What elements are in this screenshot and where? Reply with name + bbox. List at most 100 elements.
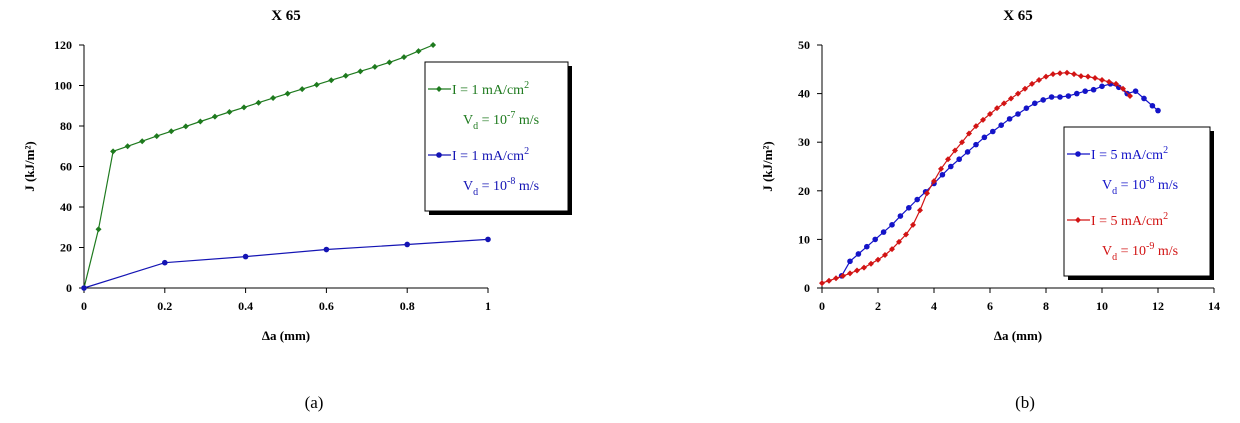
data-point <box>1155 107 1161 114</box>
data-point <box>948 163 954 170</box>
data-point <box>1092 75 1098 82</box>
series-line <box>83 44 434 289</box>
data-point <box>990 128 996 135</box>
legend-label-current: I = 1 mA/cm2 <box>452 80 529 98</box>
legend-velocity-main: V <box>1102 178 1112 193</box>
data-point <box>903 231 909 238</box>
data-point <box>938 165 944 172</box>
data-point <box>889 222 895 228</box>
data-point <box>872 236 878 243</box>
legend-velocity-tail: m/s <box>1154 178 1178 193</box>
data-point <box>914 196 920 203</box>
data-point <box>386 59 393 66</box>
legend-velocity-mid: = 10 <box>478 179 507 194</box>
data-point <box>1043 73 1049 80</box>
data-point <box>931 178 937 185</box>
data-point <box>1022 85 1028 92</box>
data-point <box>897 213 904 219</box>
x-tick-label: 8 <box>1043 299 1049 313</box>
legend-label-current: I = 5 mA/cm2 <box>1091 211 1168 229</box>
data-point <box>1015 90 1021 97</box>
data-point <box>868 260 874 267</box>
x-tick-label: 12 <box>1152 299 1164 313</box>
data-point <box>994 105 1000 112</box>
legend-velocity-tail: m/s <box>515 113 539 128</box>
data-point <box>110 148 117 155</box>
x-tick-label: 14 <box>1208 299 1220 313</box>
legend-velocity-mid: = 10 <box>478 113 507 128</box>
data-point <box>284 90 291 97</box>
data-point <box>1132 88 1139 94</box>
legend-current-sup: 2 <box>1163 145 1168 156</box>
data-point <box>1078 73 1084 80</box>
legend-label-velocity: Vd = 10-8 m/s <box>463 176 539 198</box>
y-tick-label: 30 <box>798 135 810 149</box>
data-point <box>847 270 853 277</box>
data-point <box>357 68 364 75</box>
x-tick-label: 4 <box>931 299 937 313</box>
data-point <box>924 190 930 197</box>
chart-title: X 65 <box>271 8 301 24</box>
data-point <box>1106 78 1112 85</box>
data-point <box>139 138 146 145</box>
data-point <box>1006 116 1013 122</box>
data-point <box>1048 94 1055 100</box>
data-point <box>819 280 825 287</box>
data-point <box>998 122 1004 128</box>
series-1 <box>819 69 1133 287</box>
data-point <box>861 264 867 271</box>
data-point <box>81 285 87 291</box>
data-point <box>875 256 881 263</box>
data-point <box>880 229 887 235</box>
data-point <box>162 259 168 266</box>
data-point <box>1057 70 1063 77</box>
legend-velocity-sub: d <box>1112 186 1117 197</box>
data-point <box>153 133 160 140</box>
data-point <box>973 141 979 148</box>
legend-velocity-sub: d <box>1112 252 1117 263</box>
data-point <box>906 205 912 211</box>
legend-box <box>424 61 569 212</box>
data-point <box>1120 85 1126 92</box>
data-point <box>854 267 860 274</box>
y-tick-label: 40 <box>60 200 72 214</box>
y-axis-label: J (kJ/m²) <box>760 141 775 191</box>
x-axis-label: Δa (mm) <box>262 328 310 343</box>
y-tick-label: 10 <box>798 232 810 246</box>
y-tick-label: 60 <box>60 160 72 174</box>
data-point <box>917 207 923 214</box>
data-point <box>1064 69 1070 76</box>
data-point <box>197 118 204 125</box>
data-point <box>1057 94 1063 100</box>
y-tick-label: 120 <box>54 38 72 52</box>
data-point <box>833 275 839 282</box>
legend-swatch-marker <box>436 152 442 158</box>
data-point <box>980 116 986 123</box>
legend-velocity-sub: d <box>473 121 478 132</box>
data-point <box>1127 93 1133 100</box>
data-point <box>400 54 407 61</box>
data-point <box>987 111 993 118</box>
data-point <box>1036 76 1042 83</box>
data-point <box>1032 100 1038 107</box>
x-tick-label: 6 <box>987 299 993 313</box>
chart-panel-0: X 65 0 20 40 60 80 100 120 0 0.2 0.4 0.6 0.8 1 Δa (mm)… <box>22 8 572 412</box>
legend-velocity-sub: d <box>473 187 478 198</box>
data-point <box>404 241 411 248</box>
chart-panel-1: X 65 0 10 20 30 40 50 0 2 4 6 8 10 12 14 Δa (mm) J (kJ/m… <box>760 8 1220 412</box>
legend-velocity-sup: -7 <box>507 110 515 121</box>
series-line <box>83 238 489 289</box>
x-axis-label: Δa (mm) <box>994 328 1042 343</box>
x-tick-label: 0.8 <box>400 299 415 313</box>
y-tick-label: 20 <box>798 184 810 198</box>
legend-velocity-sup: -8 <box>507 176 515 187</box>
data-point <box>313 81 320 88</box>
legend-label-velocity: Vd = 10-8 m/s <box>1102 175 1178 197</box>
data-point <box>826 277 832 284</box>
chart-title: X 65 <box>1003 8 1033 24</box>
legend-label-current: I = 5 mA/cm2 <box>1091 145 1168 163</box>
x-tick-label: 0 <box>81 299 87 313</box>
